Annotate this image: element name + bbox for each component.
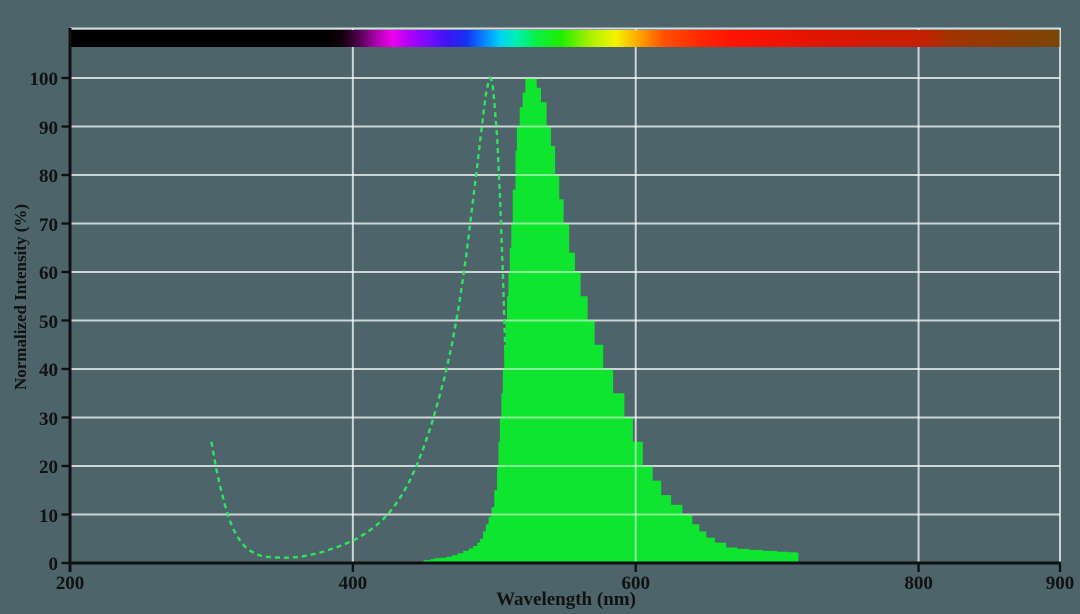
y-tick-label: 80	[39, 166, 58, 187]
y-tick-label: 60	[39, 263, 58, 284]
y-tick-label: 30	[39, 408, 58, 430]
x-axis-title: Wavelength (nm)	[496, 589, 636, 610]
y-tick-label: 10	[39, 505, 58, 527]
y-tick-label: 70	[39, 214, 58, 236]
x-tick-label: 800	[904, 573, 933, 594]
x-tick-label: 400	[338, 573, 368, 594]
x-tick-label: 900	[1045, 573, 1075, 594]
wavelength-spectrum-bar	[71, 30, 1060, 47]
y-tick-label: 50	[39, 311, 58, 333]
y-tick-label: 100	[29, 69, 59, 90]
y-tick-label: 0	[48, 554, 59, 575]
x-tick-label: 600	[621, 573, 650, 594]
emission-spectrum-area	[423, 78, 799, 563]
x-tick-label: 200	[55, 573, 85, 594]
y-tick-label: 20	[39, 457, 58, 478]
y-tick-label: 40	[39, 360, 58, 381]
y-tick-label: 90	[39, 117, 58, 139]
excitation-spectrum-line	[210, 75, 521, 559]
